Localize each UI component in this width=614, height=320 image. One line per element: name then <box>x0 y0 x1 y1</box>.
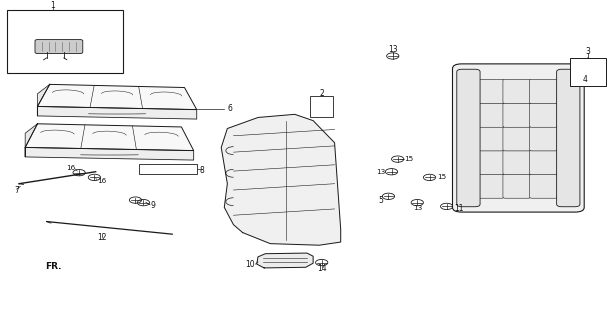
Text: 4: 4 <box>583 75 588 84</box>
FancyBboxPatch shape <box>503 127 530 151</box>
FancyBboxPatch shape <box>529 79 558 104</box>
Text: 14: 14 <box>317 264 327 273</box>
FancyBboxPatch shape <box>457 69 480 207</box>
FancyBboxPatch shape <box>476 127 504 151</box>
Text: 16: 16 <box>66 165 76 171</box>
Text: 3: 3 <box>586 47 591 56</box>
FancyBboxPatch shape <box>529 127 558 151</box>
FancyBboxPatch shape <box>529 174 558 198</box>
Polygon shape <box>37 84 50 116</box>
Polygon shape <box>257 253 313 268</box>
Text: 13: 13 <box>376 169 386 175</box>
Text: 15: 15 <box>405 156 414 162</box>
Polygon shape <box>25 148 193 160</box>
FancyBboxPatch shape <box>503 150 530 175</box>
Text: 6: 6 <box>227 104 232 113</box>
Text: 15: 15 <box>437 174 446 180</box>
FancyBboxPatch shape <box>503 103 530 127</box>
FancyBboxPatch shape <box>35 40 83 53</box>
Polygon shape <box>25 124 37 157</box>
Text: 2: 2 <box>320 89 325 98</box>
Text: 16: 16 <box>97 178 106 184</box>
Text: 12: 12 <box>97 234 106 243</box>
Text: 5: 5 <box>379 196 384 204</box>
Bar <box>310 96 333 117</box>
Polygon shape <box>37 107 196 119</box>
FancyBboxPatch shape <box>476 79 504 104</box>
FancyBboxPatch shape <box>453 64 584 212</box>
FancyBboxPatch shape <box>476 103 504 127</box>
Text: 11: 11 <box>454 204 464 213</box>
Text: 1: 1 <box>50 1 55 10</box>
FancyBboxPatch shape <box>529 103 558 127</box>
FancyBboxPatch shape <box>557 69 580 207</box>
Bar <box>570 58 606 86</box>
FancyBboxPatch shape <box>476 174 504 198</box>
Bar <box>139 164 196 174</box>
Text: 13: 13 <box>413 205 422 211</box>
Text: 8: 8 <box>200 166 204 175</box>
Text: FR.: FR. <box>45 262 62 271</box>
Text: 9: 9 <box>151 201 156 210</box>
Polygon shape <box>37 84 196 110</box>
Polygon shape <box>221 114 341 245</box>
Text: 7: 7 <box>14 186 19 195</box>
FancyBboxPatch shape <box>503 79 530 104</box>
FancyBboxPatch shape <box>529 150 558 175</box>
Text: 13: 13 <box>388 45 398 54</box>
Bar <box>7 10 123 73</box>
FancyBboxPatch shape <box>476 150 504 175</box>
Polygon shape <box>25 124 193 151</box>
Text: 10: 10 <box>246 260 255 268</box>
FancyBboxPatch shape <box>503 174 530 198</box>
